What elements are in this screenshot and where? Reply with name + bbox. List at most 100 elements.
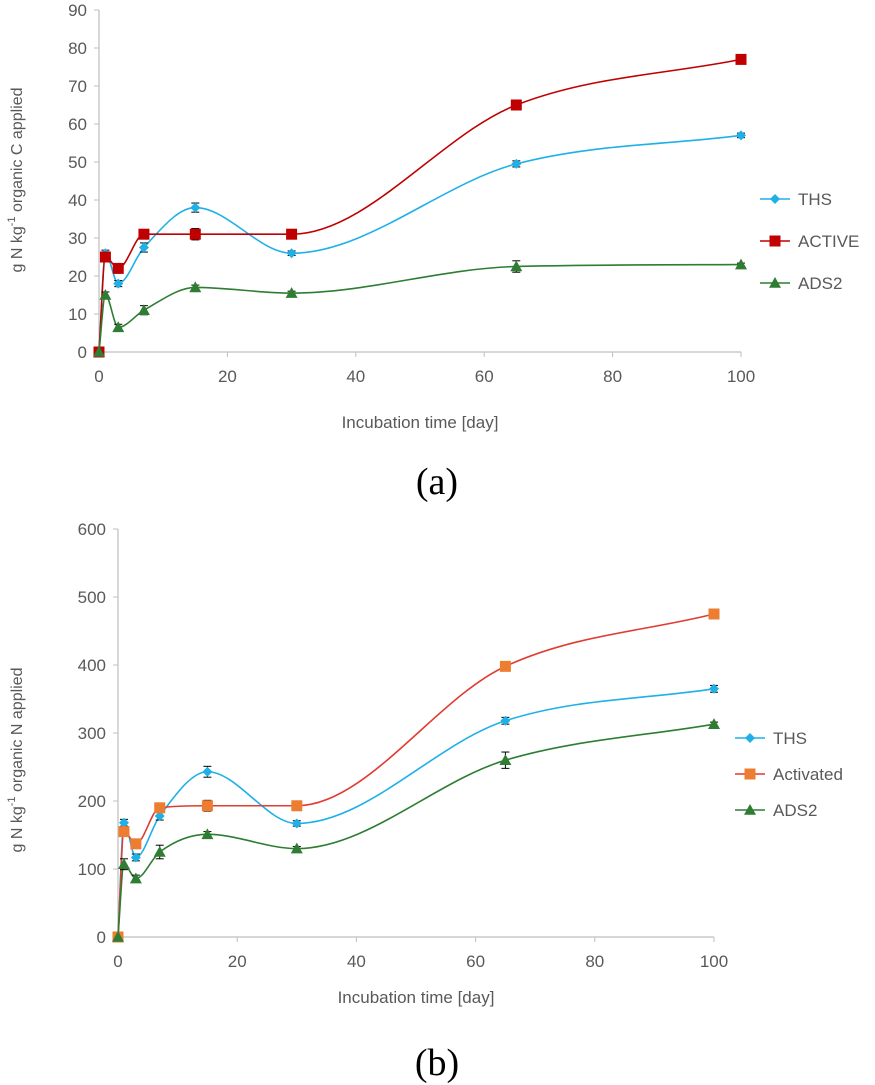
data-point-ths	[113, 278, 124, 289]
data-point-ads2	[708, 718, 720, 729]
x-tick-label: 80	[603, 367, 622, 386]
x-tick-label: 80	[585, 952, 604, 971]
y-tick-label: 0	[78, 343, 87, 362]
data-point-ths	[500, 715, 511, 726]
chart-panel-2: 0 100 200 300 400 500 600 0 20 40 60 80 100 Incubatio…	[6, 520, 843, 1084]
data-point-ads2	[137, 304, 150, 315]
data-point-ads2	[735, 258, 747, 270]
data-point-ths	[130, 852, 141, 863]
data-point-active	[138, 228, 150, 240]
data-point-activated	[130, 838, 142, 850]
y-axis-label-part: organic N applied	[9, 668, 26, 797]
y-tick-label: 70	[68, 77, 87, 96]
chart-panel-1: 0 10 20 30 40 50 60 70 80 90 0 20 40 60 80 100 Incubatio…	[6, 1, 859, 503]
data-point-activated	[708, 608, 720, 620]
series-line-ads2	[98, 263, 742, 353]
y-axis-label-superscript: -1	[6, 796, 18, 806]
data-point-ads2	[153, 846, 166, 857]
x-tick-label: 20	[228, 952, 247, 971]
data-point-active	[112, 262, 124, 274]
legend-marker-ths	[770, 194, 780, 204]
legend-marker-active	[769, 235, 781, 247]
legend-label-ths: THS	[773, 729, 807, 748]
y-tick-label: 100	[78, 860, 106, 879]
legend-marker-ads2	[769, 277, 781, 288]
legend-label-ads2: ADS2	[773, 801, 817, 820]
data-point-ads2	[285, 287, 298, 298]
x-axis-label: Incubation time [day]	[338, 988, 495, 1007]
y-tick-label: 0	[97, 928, 106, 947]
data-point-ads2	[499, 754, 512, 765]
data-point-ads2	[93, 346, 105, 357]
y-axis-label-part: organic C applied	[9, 88, 26, 217]
data-point-ads2	[112, 321, 125, 333]
x-tick-label: 0	[113, 952, 122, 971]
y-tick-label: 60	[68, 115, 87, 134]
y-tick-label: 600	[78, 520, 106, 539]
data-point-ths	[190, 202, 201, 213]
data-point-activated	[201, 800, 213, 812]
data-point-ths	[511, 158, 522, 169]
y-tick-label: 20	[68, 267, 87, 286]
data-point-ths	[154, 810, 165, 821]
y-tick-label: 50	[68, 153, 87, 172]
data-point-activated	[118, 826, 130, 838]
y-tick-label: 400	[78, 656, 106, 675]
y-tick-label: 300	[78, 724, 106, 743]
panel-label: (b)	[415, 1042, 459, 1084]
x-tick-label: 20	[218, 367, 237, 386]
y-tick-label: 10	[68, 305, 87, 324]
data-point-ads2	[290, 842, 303, 854]
y-tick-label: 80	[68, 39, 87, 58]
data-point-activated	[291, 800, 303, 812]
legend-marker-ths	[745, 733, 755, 743]
data-point-ths	[709, 683, 719, 694]
y-axis-label-part: g N kg	[9, 226, 26, 272]
data-point-ths	[202, 766, 213, 777]
data-point-active	[510, 99, 522, 111]
x-tick-label: 0	[94, 367, 103, 386]
y-tick-label: 90	[68, 1, 87, 20]
y-axis-label: g N kg-1 organic N applied	[6, 668, 26, 853]
data-point-ths	[138, 242, 149, 253]
y-tick-label: 30	[68, 229, 87, 248]
x-axis-label: Incubation time [day]	[342, 413, 499, 432]
data-point-ths	[291, 818, 302, 829]
data-point-active	[189, 228, 201, 240]
data-point-ads2	[99, 289, 112, 300]
legend-marker-ads2	[744, 804, 756, 815]
x-tick-label: 100	[700, 952, 728, 971]
legend-label-activated: Activated	[773, 765, 843, 784]
x-tick-label: 60	[475, 367, 494, 386]
data-point-ads2	[112, 931, 124, 942]
legend-marker-activated	[744, 768, 756, 780]
y-tick-label: 500	[78, 588, 106, 607]
data-point-ads2	[189, 281, 202, 293]
data-point-ads2	[129, 872, 142, 884]
x-tick-label: 40	[347, 952, 366, 971]
panel-label: (a)	[416, 461, 458, 503]
x-tick-label: 40	[346, 367, 365, 386]
data-point-active	[99, 251, 111, 263]
x-tick-label: 60	[466, 952, 485, 971]
y-axis-label: g N kg-1 organic C applied	[6, 88, 26, 273]
data-point-ths	[286, 248, 297, 259]
data-point-ths	[736, 130, 746, 141]
data-point-active	[286, 228, 298, 240]
y-axis-label-part: g N kg	[9, 806, 26, 852]
y-tick-label: 200	[78, 792, 106, 811]
data-point-activated	[154, 802, 166, 814]
data-point-ads2	[510, 260, 523, 272]
data-point-ads2	[117, 858, 130, 870]
data-point-ads2	[201, 828, 214, 840]
data-point-ths	[118, 817, 129, 828]
legend-label-ads2: ADS2	[798, 274, 842, 293]
data-point-active	[735, 53, 747, 65]
y-axis-label-superscript: -1	[6, 216, 18, 226]
x-tick-label: 100	[727, 367, 755, 386]
legend-label-active: ACTIVE	[798, 232, 859, 251]
series-line-ths	[117, 688, 715, 938]
y-tick-label: 40	[68, 191, 87, 210]
